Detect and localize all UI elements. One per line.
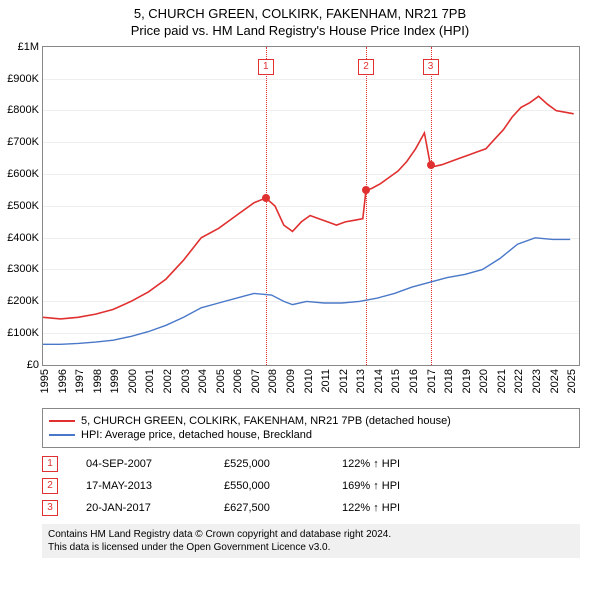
legend-row: 5, CHURCH GREEN, COLKIRK, FAKENHAM, NR21… [49,415,573,427]
series-svg [43,47,579,365]
sales-row-date: 20-JAN-2017 [86,502,196,514]
x-tick-label: 2020 [478,369,490,393]
y-tick-label: £1M [18,41,39,53]
x-tick-label: 1999 [109,369,121,393]
x-tick-label: 2024 [549,369,561,393]
sales-row: 3 20-JAN-2017 £627,500 122% ↑ HPI [42,500,580,516]
legend-label: HPI: Average price, detached house, Brec… [81,429,312,441]
legend-swatch [49,434,75,436]
x-tick-label: 2021 [496,369,508,393]
attribution-line-2: This data is licensed under the Open Gov… [48,541,574,554]
x-tick-label: 2022 [513,369,525,393]
sales-row: 2 17-MAY-2013 £550,000 169% ↑ HPI [42,478,580,494]
y-tick-label: £100K [7,327,39,339]
title-line-1: 5, CHURCH GREEN, COLKIRK, FAKENHAM, NR21… [0,6,600,23]
sales-row-price: £525,000 [224,458,314,470]
y-tick-label: £200K [7,295,39,307]
x-tick-label: 2003 [180,369,192,393]
x-tick-label: 2016 [408,369,420,393]
legend-swatch [49,420,75,422]
x-tick-label: 2000 [127,369,139,393]
sales-row-price: £550,000 [224,480,314,492]
x-tick-label: 2019 [461,369,473,393]
x-tick-label: 2004 [197,369,209,393]
sales-row-pct: 169% ↑ HPI [342,480,400,492]
x-tick-label: 2010 [303,369,315,393]
sales-row-date: 17-MAY-2013 [86,480,196,492]
series-hpi-line [43,238,570,344]
x-tick-label: 2018 [443,369,455,393]
x-tick-label: 2005 [215,369,227,393]
legend-label: 5, CHURCH GREEN, COLKIRK, FAKENHAM, NR21… [81,415,451,427]
sales-row-index: 3 [42,500,58,516]
x-tick-label: 1997 [74,369,86,393]
x-tick-label: 2023 [531,369,543,393]
x-tick-label: 2002 [162,369,174,393]
legend-row: HPI: Average price, detached house, Brec… [49,429,573,441]
sales-row-index: 1 [42,456,58,472]
x-tick-label: 2011 [320,369,332,393]
x-tick-label: 2007 [250,369,262,393]
x-tick-label: 2014 [373,369,385,393]
x-tick-label: 2025 [566,369,578,393]
x-tick-label: 1998 [92,369,104,393]
sales-row-pct: 122% ↑ HPI [342,502,400,514]
sales-row-index: 2 [42,478,58,494]
attribution-line-1: Contains HM Land Registry data © Crown c… [48,528,574,541]
sales-row: 1 04-SEP-2007 £525,000 122% ↑ HPI [42,456,580,472]
x-tick-label: 2015 [390,369,402,393]
x-tick-label: 2001 [144,369,156,393]
x-tick-label: 2008 [267,369,279,393]
x-tick-label: 2006 [232,369,244,393]
y-tick-label: £0 [27,359,39,371]
chart-title-block: 5, CHURCH GREEN, COLKIRK, FAKENHAM, NR21… [0,0,600,40]
sales-table: 1 04-SEP-2007 £525,000 122% ↑ HPI 2 17-MAY-20… [42,456,580,516]
x-tick-label: 2013 [355,369,367,393]
x-tick-label: 2009 [285,369,297,393]
y-tick-label: £700K [7,136,39,148]
y-tick-label: £900K [7,73,39,85]
x-tick-label: 1996 [57,369,69,393]
x-tick-label: 1995 [39,369,51,393]
y-tick-label: £500K [7,200,39,212]
title-line-2: Price paid vs. HM Land Registry's House … [0,23,600,40]
x-tick-label: 2012 [338,369,350,393]
y-tick-label: £800K [7,104,39,116]
y-tick-label: £600K [7,168,39,180]
y-tick-label: £300K [7,263,39,275]
y-tick-label: £400K [7,232,39,244]
chart-legend: 5, CHURCH GREEN, COLKIRK, FAKENHAM, NR21… [42,408,580,448]
sales-row-date: 04-SEP-2007 [86,458,196,470]
sales-row-price: £627,500 [224,502,314,514]
attribution-footer: Contains HM Land Registry data © Crown c… [42,524,580,558]
x-tick-label: 2017 [426,369,438,393]
sales-row-pct: 122% ↑ HPI [342,458,400,470]
series-property-line [43,96,574,319]
price-chart: £0£100K£200K£300K£400K£500K£600K£700K£80… [42,46,580,366]
